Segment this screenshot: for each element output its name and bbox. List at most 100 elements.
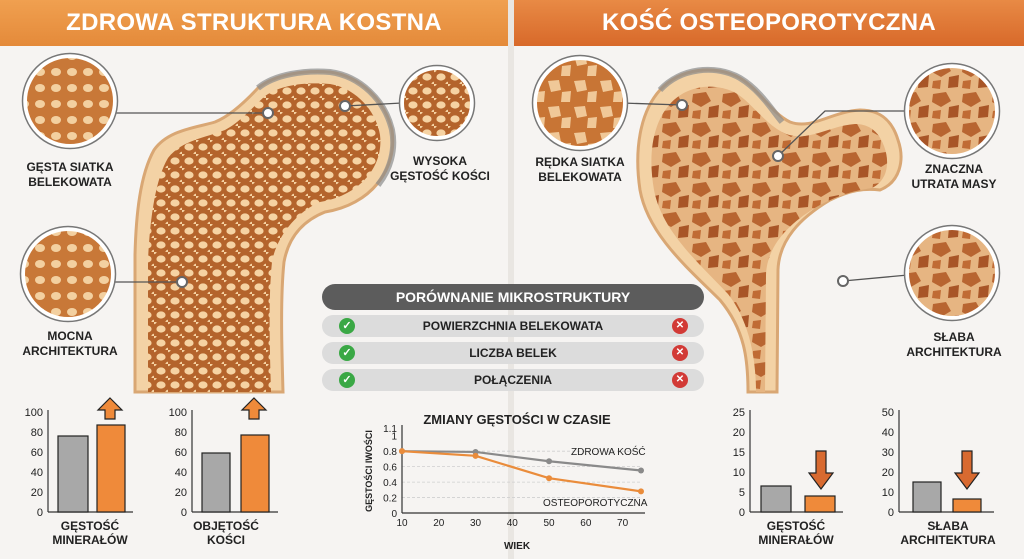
y-tick-label: 20: [882, 467, 894, 479]
bar: [240, 434, 270, 513]
y-tick-label: 60: [31, 447, 43, 459]
label-dense-mesh: GĘSTA SIATKA BELEKOWATA: [12, 160, 128, 190]
bar: [96, 424, 126, 513]
y-tick-label: 0: [37, 507, 43, 519]
comparison-title: PORÓWNANIE MIKROSTRUKTURY: [322, 284, 704, 310]
y-tick-label: 40: [31, 467, 43, 479]
comparison-row: ✓ POWIERZCHNIA BELEKOWATA ✕: [322, 315, 704, 337]
label-sparse-mesh-line2: BELEKOWATA: [538, 170, 622, 184]
bar-chart-caption-line1: SŁABA: [927, 519, 969, 533]
label-strong-architecture: MOCNA ARCHITEKTURA: [12, 329, 128, 359]
y-tick-label: 1: [391, 432, 397, 443]
line-chart-title: ZMIANY GĘSTOŚCI W CZASIE: [423, 412, 611, 427]
y-tick-label: 5: [739, 487, 745, 499]
label-sparse-mesh: RĘDKA SIATKA BELEKOWATA: [524, 155, 636, 185]
label-sparse-mesh-line1: RĘDKA SIATKA: [535, 155, 625, 169]
comparison-row-label: POŁĄCZENIA: [474, 373, 552, 387]
bar-chart-caption-line1: GĘSTOŚĆ: [767, 518, 826, 533]
bar: [804, 495, 836, 513]
bar: [57, 435, 89, 513]
y-tick-label: 15: [733, 447, 745, 459]
center-divider: [508, 0, 514, 559]
series-label-osteoporotic: OSTEOPOROTYCZNA: [543, 498, 648, 509]
data-point: [638, 488, 644, 495]
y-tick-label: 0: [181, 507, 187, 519]
density-line-chart: ZMIANY GĘSTOŚCI W CZASIE 0 0.2 0.4 0.6 0.8 11.…: [363, 412, 648, 552]
y-tick-label: 20: [733, 427, 745, 439]
data-point: [638, 467, 644, 474]
osteoporotic-bone-header: KOŚĆ OSTEOPOROTYCZNA: [514, 0, 1024, 46]
magnified-sparse-mesh: [531, 54, 629, 152]
y-tick-label: 0: [391, 509, 397, 520]
label-weak-architecture-line1: SŁABA: [933, 330, 975, 344]
bar-chart-caption-line2: MINERAŁÓW: [52, 532, 128, 547]
microstructure-comparison: PORÓWNANIE MIKROSTRUKTURY ✓ POWIERZCHNIA…: [322, 284, 704, 391]
y-tick-label: 60: [175, 447, 187, 459]
bar-chart-caption-line2: KOŚCI: [207, 532, 245, 547]
y-tick-label: 80: [175, 427, 187, 439]
y-tick-label: 40: [882, 427, 894, 439]
label-high-density-line2: GĘSTOŚĆ KOŚCI: [390, 169, 490, 183]
y-tick-label: 30: [882, 447, 894, 459]
x-tick-label: 60: [580, 518, 592, 529]
x-tick-label: 10: [396, 518, 408, 529]
y-tick-label: 50: [882, 407, 894, 419]
comparison-row: ✓ POŁĄCZENIA ✕: [322, 369, 704, 391]
bar: [912, 481, 942, 513]
data-point: [399, 448, 405, 455]
label-weak-architecture: SŁABA ARCHITEKTURA: [896, 330, 1012, 360]
y-tick-label: 10: [733, 467, 745, 479]
comparison-row-label: LICZBA BELEK: [469, 346, 557, 360]
healthy-femur-illustration: [133, 68, 397, 394]
series-line: [401, 450, 642, 472]
bar: [952, 498, 982, 513]
label-dense-mesh-line2: BELEKOWATA: [28, 175, 112, 189]
y-tick-label: 80: [31, 427, 43, 439]
magnified-high-density: [398, 64, 476, 142]
bar: [201, 452, 231, 513]
y-tick-label: 0: [888, 507, 894, 519]
label-mass-loss-line2: UTRATA MASY: [911, 177, 997, 191]
x-axis-label: WIEK: [504, 541, 531, 552]
check-icon: ✓: [339, 345, 355, 361]
data-point: [546, 475, 553, 482]
series-label-healthy: ZDROWA KOŚĆ: [571, 445, 646, 458]
check-icon: ✓: [339, 372, 355, 388]
label-weak-architecture-line2: ARCHITEKTURA: [906, 345, 1002, 359]
magnified-weak-architecture: [903, 224, 1001, 322]
label-mass-loss-line1: ZNACZNA: [925, 162, 983, 176]
comparison-row: ✓ LICZBA BELEK ✕: [322, 342, 704, 364]
cross-icon: ✕: [672, 318, 688, 334]
y-tick-label: 25: [733, 407, 745, 419]
healthy-bone-header: ZDROWA STRUKTURA KOSTNA: [0, 0, 508, 46]
bar-chart-caption-line1: GĘSTOŚĆ: [61, 518, 120, 533]
bar-chart-caption-line1: OBJĘTOŚĆ: [193, 518, 259, 533]
label-mass-loss: ZNACZNA UTRATA MASY: [896, 162, 1012, 192]
y-tick-label: 0.8: [383, 447, 397, 458]
y-tick-label: 1.1: [383, 424, 397, 435]
x-tick-label: 20: [433, 518, 445, 529]
comparison-row-label: POWIERZCHNIA BELEKOWATA: [422, 319, 604, 333]
label-high-density: WYSOKA GĘSTOŚĆ KOŚCI: [385, 154, 495, 184]
y-tick-label: 0.4: [383, 478, 397, 489]
y-tick-label: 20: [175, 487, 187, 499]
magnified-strong-architecture: [19, 225, 117, 323]
check-icon: ✓: [339, 318, 355, 334]
y-tick-label: 100: [25, 407, 43, 419]
label-strong-architecture-line2: ARCHITEKTURA: [22, 344, 118, 358]
arrow-down-icon: [953, 450, 981, 490]
y-tick-label: 20: [31, 487, 43, 499]
cross-icon: ✕: [672, 372, 688, 388]
label-high-density-line1: WYSOKA: [413, 154, 467, 168]
cross-icon: ✕: [672, 345, 688, 361]
y-axis-label: GĘSTOŚCI IWOŚCI: [363, 430, 374, 512]
x-tick-label: 50: [544, 518, 556, 529]
arrow-down-icon: [807, 450, 835, 490]
x-tick-label: 30: [470, 518, 482, 529]
